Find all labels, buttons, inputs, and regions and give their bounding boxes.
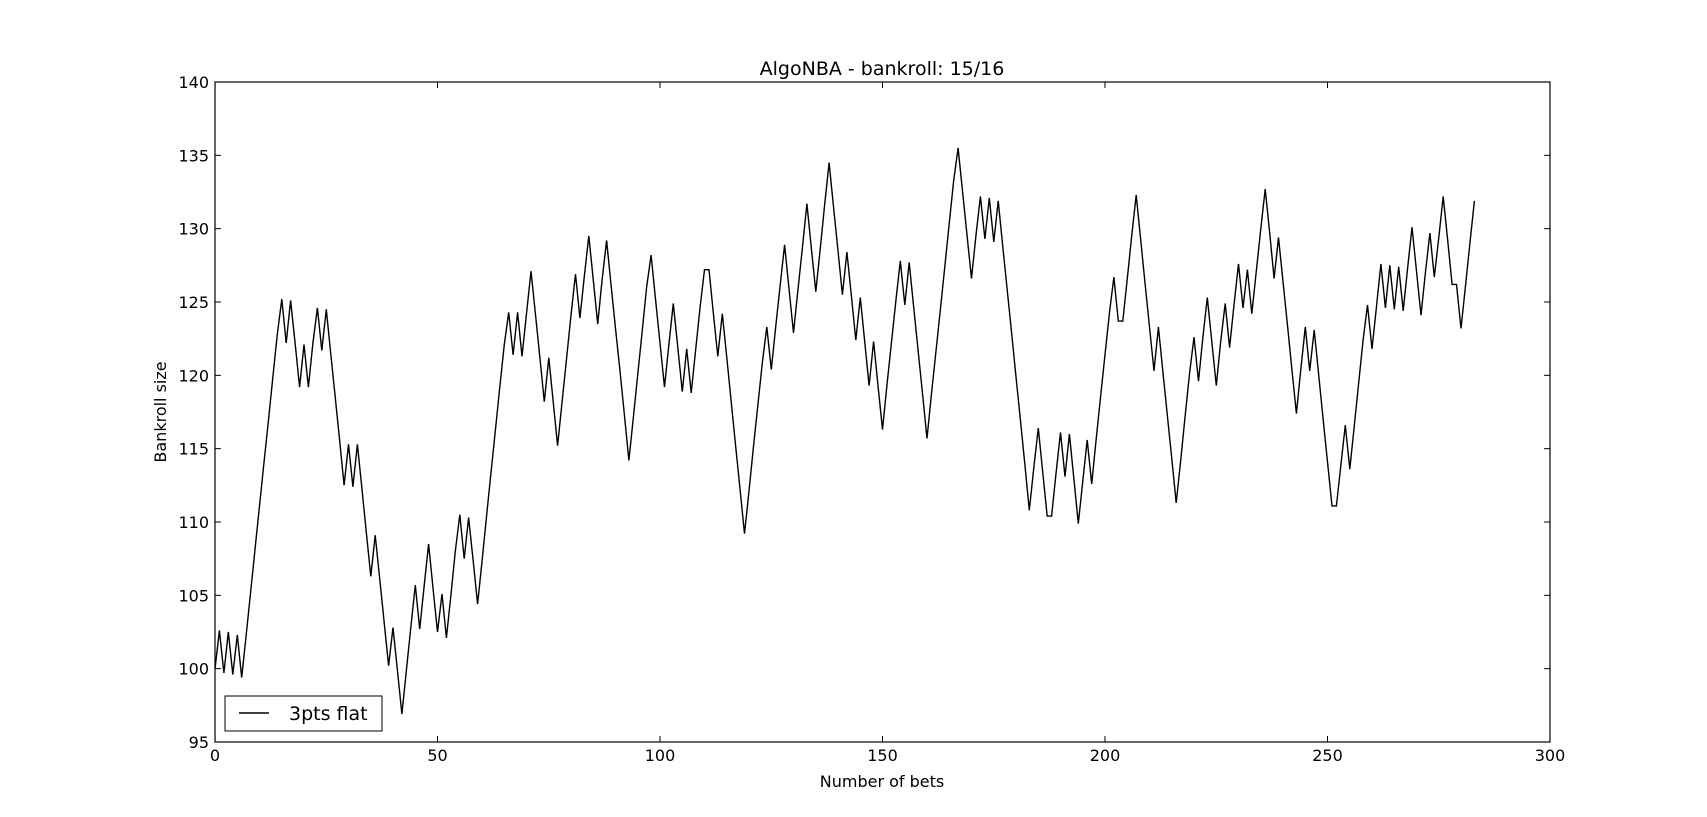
y-tick-label: 130 bbox=[178, 220, 209, 239]
y-tick-label: 100 bbox=[178, 660, 209, 679]
y-tick-label: 140 bbox=[178, 73, 209, 92]
series-line-3pts-flat bbox=[214, 147, 1476, 715]
y-tick-label: 110 bbox=[178, 513, 209, 532]
y-tick-label: 125 bbox=[178, 293, 209, 312]
legend: 3pts flat bbox=[224, 695, 383, 732]
y-tick-label: 135 bbox=[178, 146, 209, 165]
x-tick-label: 250 bbox=[1312, 746, 1343, 765]
plot-area-frame bbox=[214, 81, 1551, 743]
x-tick-label: 0 bbox=[210, 746, 220, 765]
y-tick-label: 105 bbox=[178, 586, 209, 605]
y-tick-label: 120 bbox=[178, 366, 209, 385]
y-tick-label: 115 bbox=[178, 440, 209, 459]
x-tick-label: 300 bbox=[1535, 746, 1566, 765]
x-tick-label: 100 bbox=[645, 746, 676, 765]
axis-ticks: 0 50 100 150 200 250 300 95 100 105 110 115 120 125 13… bbox=[178, 73, 1565, 765]
chart-title: AlgoNBA - bankroll: 15/16 bbox=[760, 58, 1005, 80]
x-tick-label: 200 bbox=[1090, 746, 1121, 765]
legend-entry-3pts-flat: 3pts flat bbox=[289, 703, 368, 725]
y-tick-label: 95 bbox=[189, 733, 209, 752]
y-axis-label: Bankroll size bbox=[151, 361, 170, 462]
x-tick-label: 50 bbox=[427, 746, 447, 765]
x-tick-label: 150 bbox=[867, 746, 898, 765]
x-axis-label: Number of bets bbox=[820, 772, 944, 791]
